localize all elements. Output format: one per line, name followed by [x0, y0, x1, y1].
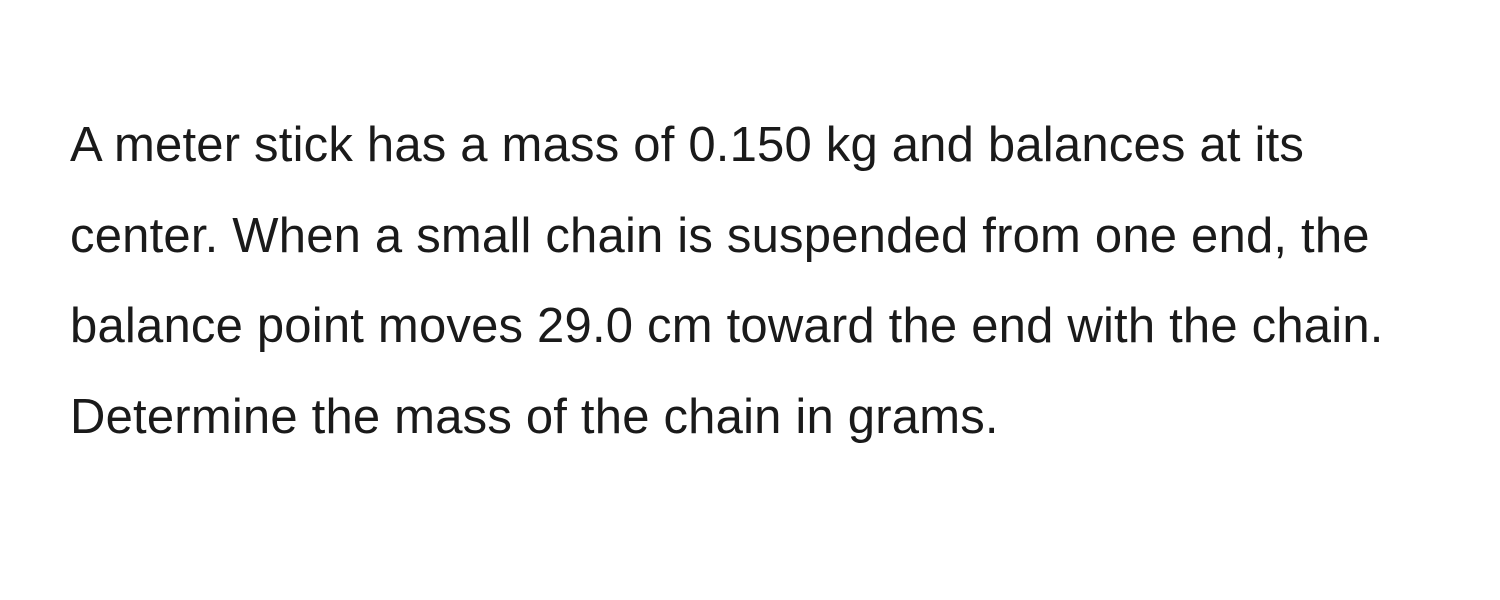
- problem-text: A meter stick has a mass of 0.150 kg and…: [70, 118, 1384, 444]
- problem-container: A meter stick has a mass of 0.150 kg and…: [0, 0, 1500, 463]
